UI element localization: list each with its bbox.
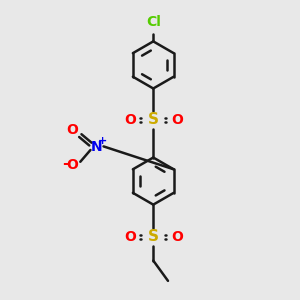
Text: Cl: Cl xyxy=(146,15,161,29)
Text: O: O xyxy=(124,230,136,244)
Text: O: O xyxy=(171,230,183,244)
Text: O: O xyxy=(66,123,78,137)
Text: N: N xyxy=(91,140,103,154)
Text: -: - xyxy=(62,156,68,171)
Text: O: O xyxy=(66,158,78,172)
Text: S: S xyxy=(148,229,159,244)
Text: S: S xyxy=(148,112,159,128)
Text: +: + xyxy=(98,136,107,146)
Text: O: O xyxy=(171,113,183,127)
Text: O: O xyxy=(124,113,136,127)
